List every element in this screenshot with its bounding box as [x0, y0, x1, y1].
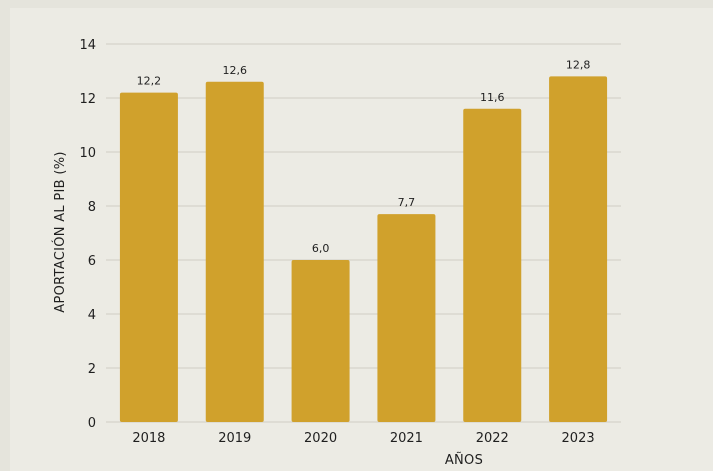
x-axis-title: AÑOS — [445, 452, 483, 468]
x-tick-label-2022: 2022 — [476, 431, 509, 446]
y-tick-label: 12 — [79, 92, 96, 107]
gridlines — [106, 43, 621, 423]
data-labels: 12,2 12,6 6,0 7,7 11,6 12,8 — [137, 58, 591, 255]
bar-2020 — [291, 260, 350, 422]
y-axis-ticks: 0 2 4 6 8 10 12 14 — [79, 38, 96, 431]
y-tick-label: 2 — [88, 362, 96, 377]
x-tick-label-2019: 2019 — [218, 431, 251, 446]
bars — [119, 76, 608, 423]
bar-2023 — [549, 76, 608, 423]
x-tick-label-2020: 2020 — [304, 431, 337, 446]
bar-2022 — [463, 108, 522, 423]
x-tick-label-2021: 2021 — [390, 431, 423, 446]
data-label-2022: 11,6 — [480, 91, 505, 104]
bar-2021 — [377, 214, 436, 422]
y-tick-label: 8 — [88, 200, 96, 215]
y-tick-label: 6 — [88, 254, 96, 269]
x-axis-ticks: 2018 2019 2020 2021 2022 2023 — [132, 431, 594, 446]
y-axis-title: APORTACIÓN AL PIB (%) — [52, 151, 68, 312]
y-tick-label: 0 — [88, 416, 96, 431]
bar-2019 — [205, 81, 264, 423]
data-label-2023: 12,8 — [566, 58, 591, 71]
y-tick-label: 14 — [79, 38, 96, 53]
data-label-2018: 12,2 — [137, 75, 162, 88]
data-label-2020: 6,0 — [312, 242, 330, 255]
data-label-2021: 7,7 — [398, 196, 416, 209]
data-label-2019: 12,6 — [223, 64, 248, 77]
x-tick-label-2023: 2023 — [562, 431, 595, 446]
y-tick-label: 4 — [88, 308, 96, 323]
x-tick-label-2018: 2018 — [132, 431, 165, 446]
y-tick-label: 10 — [79, 146, 96, 161]
bar-2018 — [119, 92, 178, 422]
